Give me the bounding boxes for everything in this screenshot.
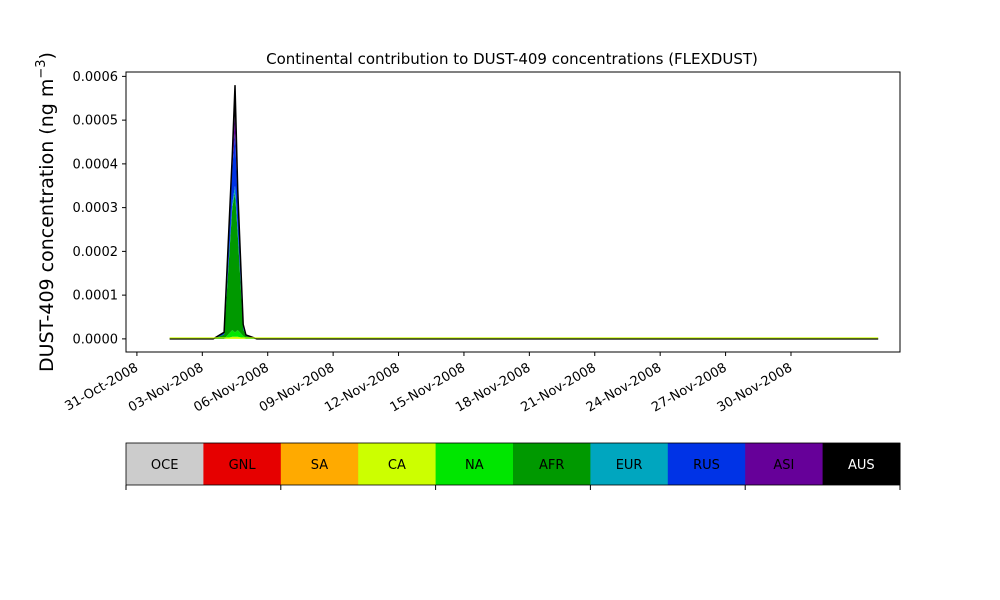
plot-area	[125, 71, 901, 353]
y-axis-label-main: DUST-409 concentration (ng m	[36, 79, 58, 372]
colorbar-frame	[125, 442, 901, 486]
y-axis: 0.0000 0.0001 0.0002 0.0003 0.0004 0.0005 0.00…	[73, 70, 126, 347]
colorbar-swatch-asi	[745, 443, 824, 485]
colorbar-label-gnl: GNL	[229, 458, 257, 473]
colorbar-label-aus: AUS	[848, 458, 875, 473]
area-eur	[169, 185, 879, 339]
colorbar-swatch-rus	[667, 443, 746, 485]
axes-frame	[125, 71, 901, 353]
y-axis-label-superscript: −3	[34, 59, 49, 78]
colorbar-label-sa: SA	[311, 458, 328, 473]
area-aus	[169, 85, 879, 339]
colorbar-swatch-sa	[280, 443, 359, 485]
colorbar-label-na: NA	[465, 458, 484, 473]
area-asi	[169, 115, 879, 339]
area-rus	[169, 133, 879, 339]
x-axis: 31-Oct-200803-Nov-200806-Nov-200809-Nov-…	[63, 352, 795, 415]
colorbar-label-asi: ASI	[773, 458, 794, 473]
colorbar-legend: OCE GNL SA CA NA AFR EUR RUS ASI AUS	[125, 442, 901, 490]
colorbar-label-afr: AFR	[539, 458, 564, 473]
colorbar-swatch-gnl	[203, 443, 282, 485]
chart-title: Continental contribution to DUST-409 con…	[266, 50, 758, 68]
total-outline	[169, 85, 879, 340]
colorbar-label-ca: CA	[388, 458, 406, 473]
colorbar-swatch-aus	[822, 443, 901, 485]
colorbar-label-eur: EUR	[616, 458, 643, 473]
y-tick-label: 0.0004	[73, 157, 119, 172]
colorbar-swatch-oce	[126, 443, 204, 485]
colorbar-swatch-afr	[513, 443, 591, 485]
colorbar-label-rus: RUS	[693, 458, 720, 473]
y-tick-label: 0.0006	[73, 70, 119, 85]
colorbar-swatch-eur	[590, 443, 669, 485]
area-ca	[169, 336, 879, 339]
colorbar-swatch-na	[435, 443, 514, 485]
y-axis-label: DUST-409 concentration (ng m−3)	[34, 52, 58, 372]
area-afr	[169, 192, 879, 339]
y-tick-label: 0.0005	[73, 114, 119, 129]
colorbar-swatch-ca	[358, 443, 437, 485]
y-axis-label-close: )	[36, 52, 58, 59]
colorbar-label-oce: OCE	[151, 458, 179, 473]
y-tick-label: 0.0002	[73, 245, 119, 260]
y-tick-label: 0.0001	[73, 289, 119, 304]
y-tick-label: 0.0000	[73, 332, 119, 347]
y-tick-label: 0.0003	[73, 201, 119, 216]
